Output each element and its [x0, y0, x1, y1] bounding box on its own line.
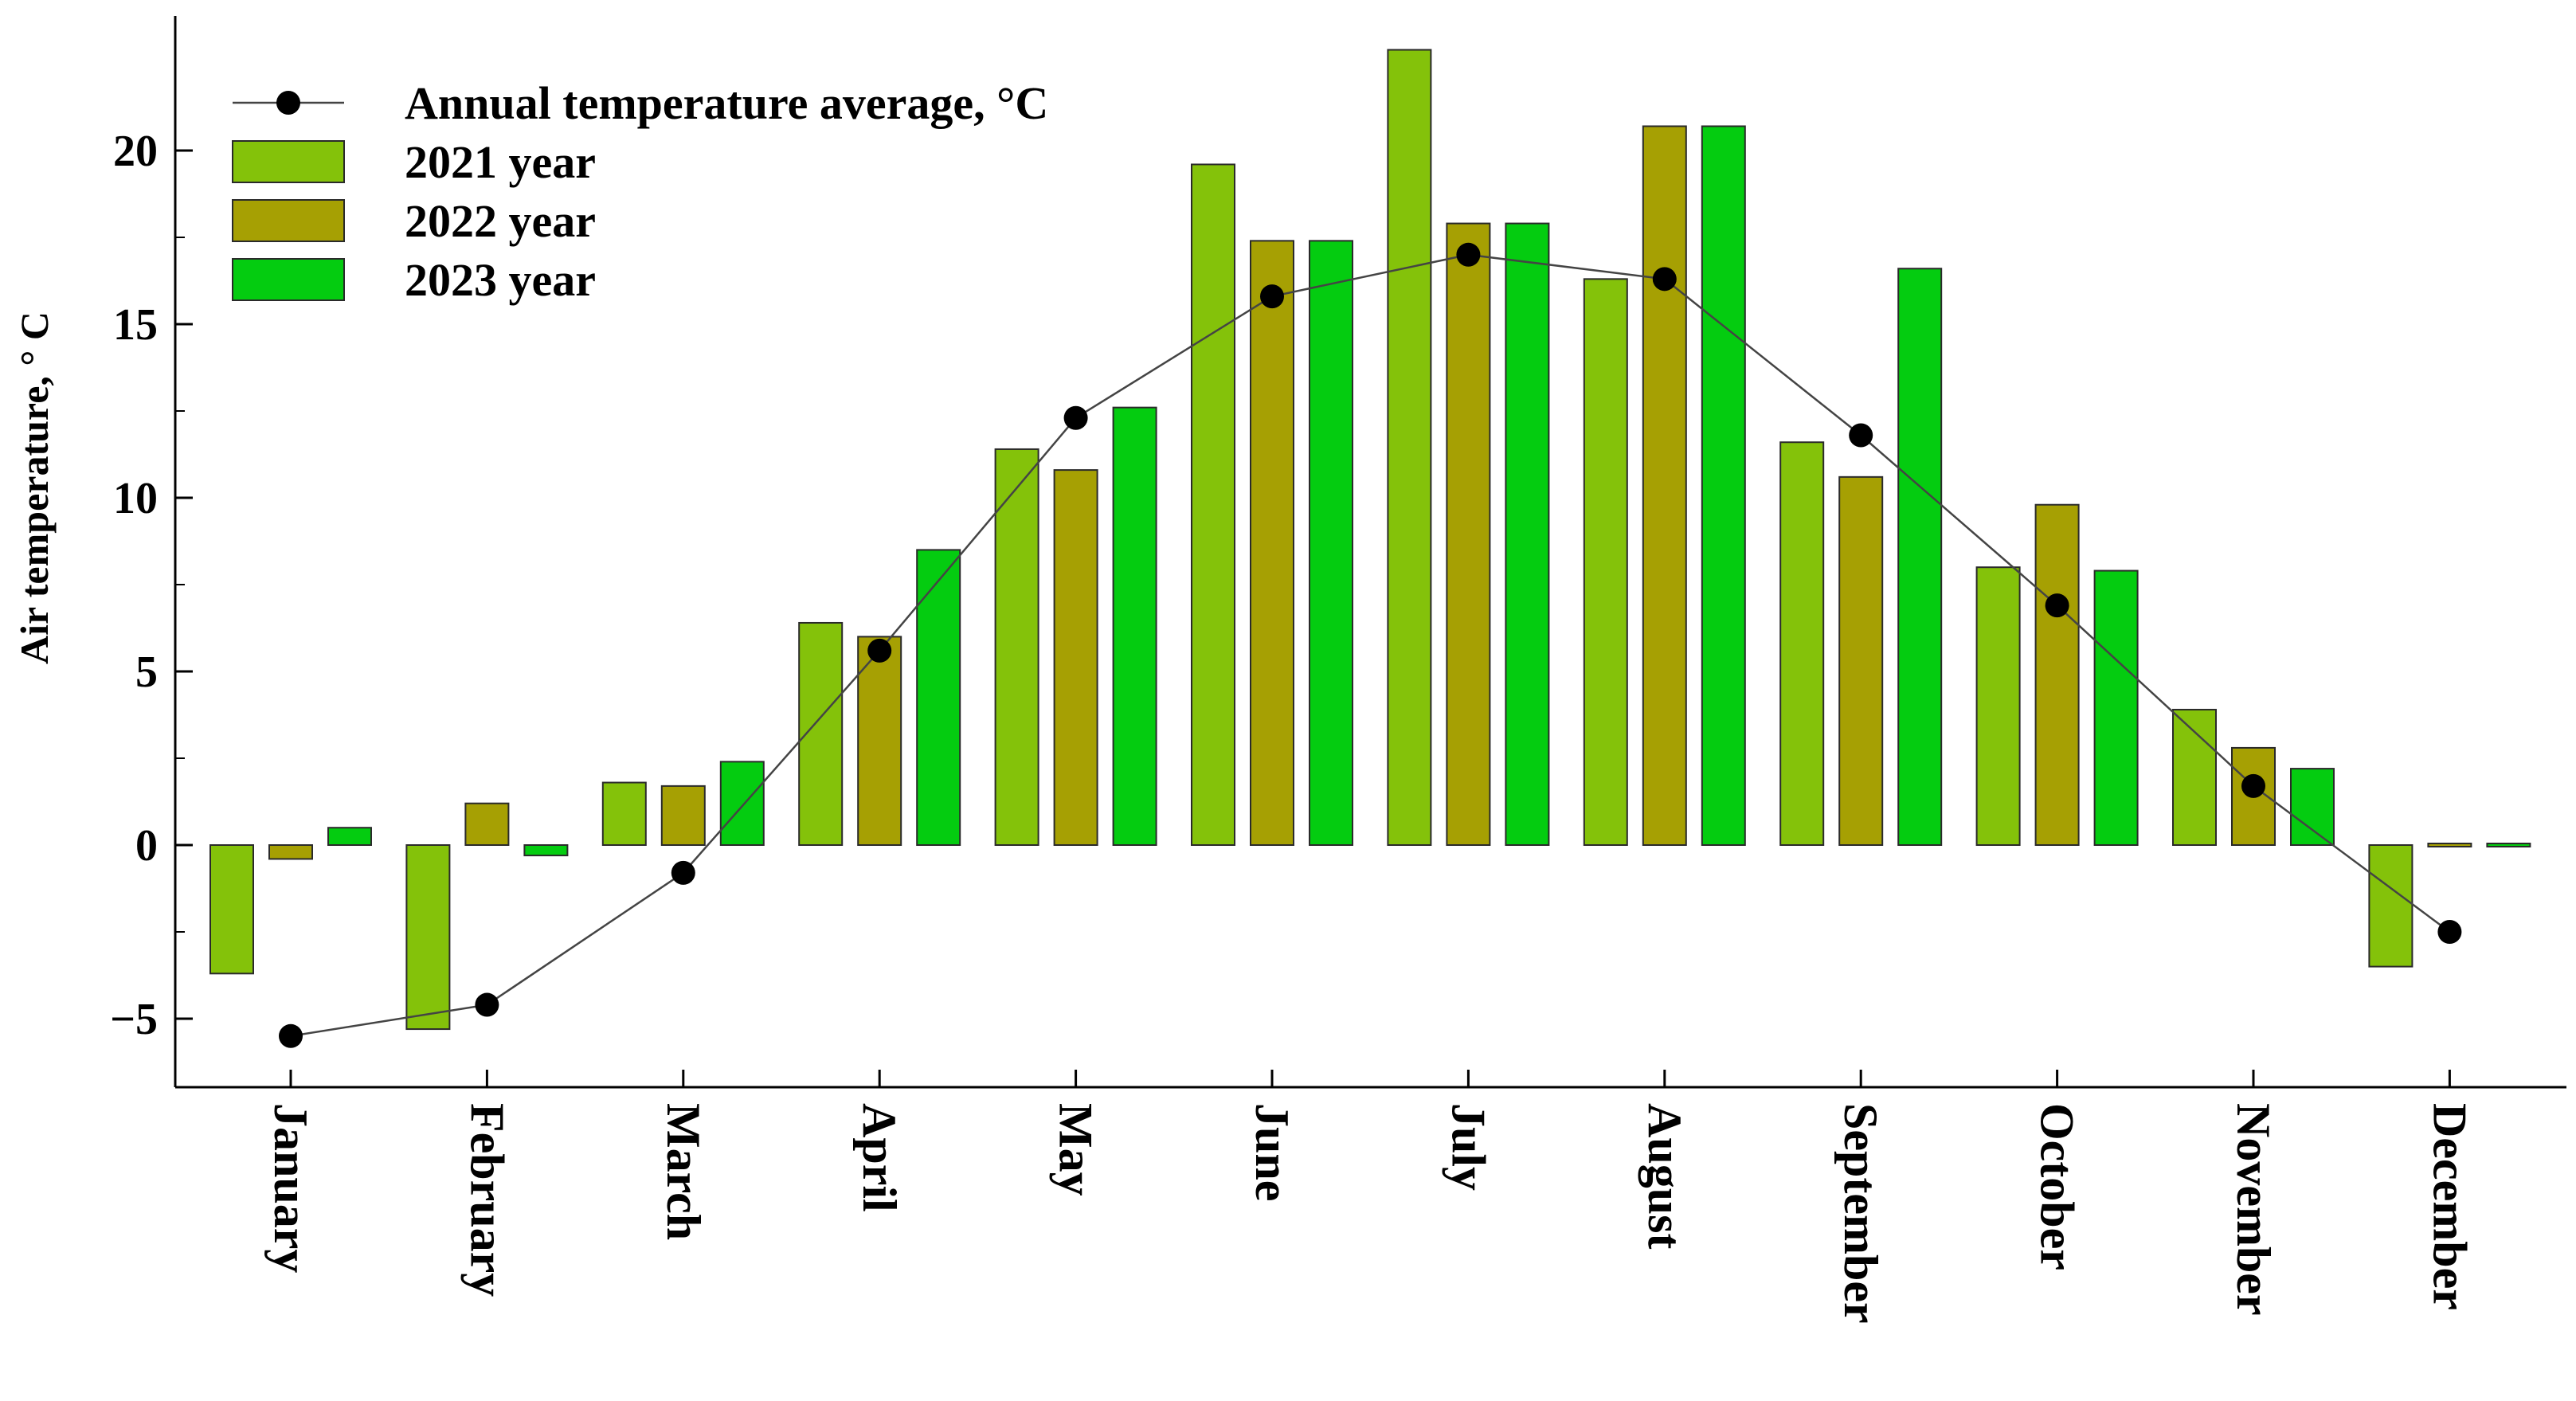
x-tick-label-october: October: [2031, 1103, 2084, 1270]
x-tick-label-february: February: [460, 1103, 513, 1297]
bar-2023-year-december: [2486, 843, 2531, 847]
average-point-march: [671, 860, 695, 885]
axes: −5 0 5 10 15 20 Air temperature, ° C January Feb…: [12, 16, 2566, 1324]
average-point-june: [1260, 284, 1284, 309]
average-point-july: [1456, 242, 1481, 267]
y-tick-label: 0: [135, 821, 158, 871]
bar-2022-year-february: [464, 802, 510, 846]
bar-2023-year-august: [1701, 125, 1746, 847]
bar-2021-year-january: [209, 844, 254, 975]
legend-label-2021-year: 2021 year: [405, 136, 596, 188]
legend-swatch-2022-year: [232, 199, 345, 242]
bar-2022-year-october: [2034, 503, 2080, 846]
average-point-january: [279, 1023, 303, 1048]
bars-layer: [209, 49, 2531, 1031]
bar-2023-year-september: [1897, 268, 1943, 846]
legend-label-2023-year: 2023 year: [405, 254, 596, 306]
bar-2022-year-june: [1250, 240, 1294, 846]
legend-line-marker: [276, 91, 300, 115]
bar-2023-year-november: [2290, 768, 2335, 847]
average-point-may: [1063, 405, 1088, 430]
bar-2021-year-november: [2172, 708, 2217, 847]
x-tick-label-november: November: [2227, 1103, 2280, 1316]
bar-2023-year-march: [719, 761, 765, 846]
bar-2021-year-december: [2368, 844, 2414, 968]
x-tick-label-june: June: [1246, 1103, 1298, 1201]
bar-2022-year-august: [1642, 125, 1687, 847]
bar-2022-year-april: [857, 636, 902, 847]
bar-2022-year-may: [1053, 469, 1098, 846]
average-line-layer: [279, 242, 2462, 1048]
bar-2021-year-october: [1975, 566, 2021, 846]
legend-swatch-2023-year: [232, 258, 345, 301]
legend-label-2022-year: 2022 year: [405, 195, 596, 247]
x-tick-label-march: March: [657, 1103, 710, 1240]
bar-2021-year-july: [1387, 49, 1432, 847]
average-line: [290, 253, 2451, 1038]
bar-2022-year-march: [660, 785, 706, 847]
bar-2021-year-may: [994, 448, 1039, 847]
bar-2021-year-august: [1583, 278, 1628, 846]
bar-2023-year-january: [327, 827, 372, 846]
average-point-october: [2045, 593, 2069, 618]
bar-2023-year-july: [1505, 222, 1550, 846]
average-point-august: [1652, 267, 1677, 292]
average-point-november: [2241, 773, 2265, 798]
average-point-september: [1849, 423, 1873, 448]
y-axis-label: Air temperature, ° C: [12, 311, 57, 664]
average-point-april: [867, 638, 892, 663]
bar-2023-year-june: [1309, 240, 1353, 846]
y-tick-label: 15: [113, 300, 158, 350]
bar-2023-year-february: [523, 844, 569, 857]
x-tick-label-july: July: [1442, 1103, 1494, 1191]
legend-label-annual-temperature-average-c: Annual temperature average, °C: [405, 77, 1048, 129]
x-tick-label-april: April: [853, 1103, 906, 1212]
average-point-december: [2437, 920, 2462, 944]
bar-2022-year-july: [1446, 222, 1491, 846]
bar-2023-year-october: [2093, 569, 2139, 846]
y-tick-label: 20: [113, 127, 158, 176]
bar-2021-year-february: [405, 844, 451, 1031]
bar-2021-year-september: [1779, 441, 1825, 846]
x-tick-label-january: January: [264, 1103, 317, 1273]
x-tick-label-september: September: [1834, 1103, 1887, 1324]
bar-2021-year-march: [601, 781, 647, 847]
legend: Annual temperature average, °C 2021 year 2…: [232, 77, 1048, 306]
y-tick-label: 5: [135, 648, 158, 697]
average-point-february: [475, 992, 499, 1017]
y-tick-label: −5: [110, 995, 158, 1044]
x-tick-label-august: August: [1638, 1103, 1691, 1249]
bar-2023-year-april: [916, 549, 961, 847]
bar-2021-year-june: [1191, 163, 1235, 846]
bar-2022-year-january: [268, 844, 313, 860]
y-tick-label: 10: [113, 474, 158, 523]
legend-swatch-2021-year: [232, 140, 345, 183]
x-tick-label-december: December: [2423, 1103, 2476, 1310]
bar-2023-year-may: [1112, 406, 1157, 846]
bar-2022-year-december: [2427, 843, 2472, 847]
bar-2022-year-september: [1838, 475, 1884, 847]
x-tick-label-may: May: [1050, 1103, 1102, 1196]
